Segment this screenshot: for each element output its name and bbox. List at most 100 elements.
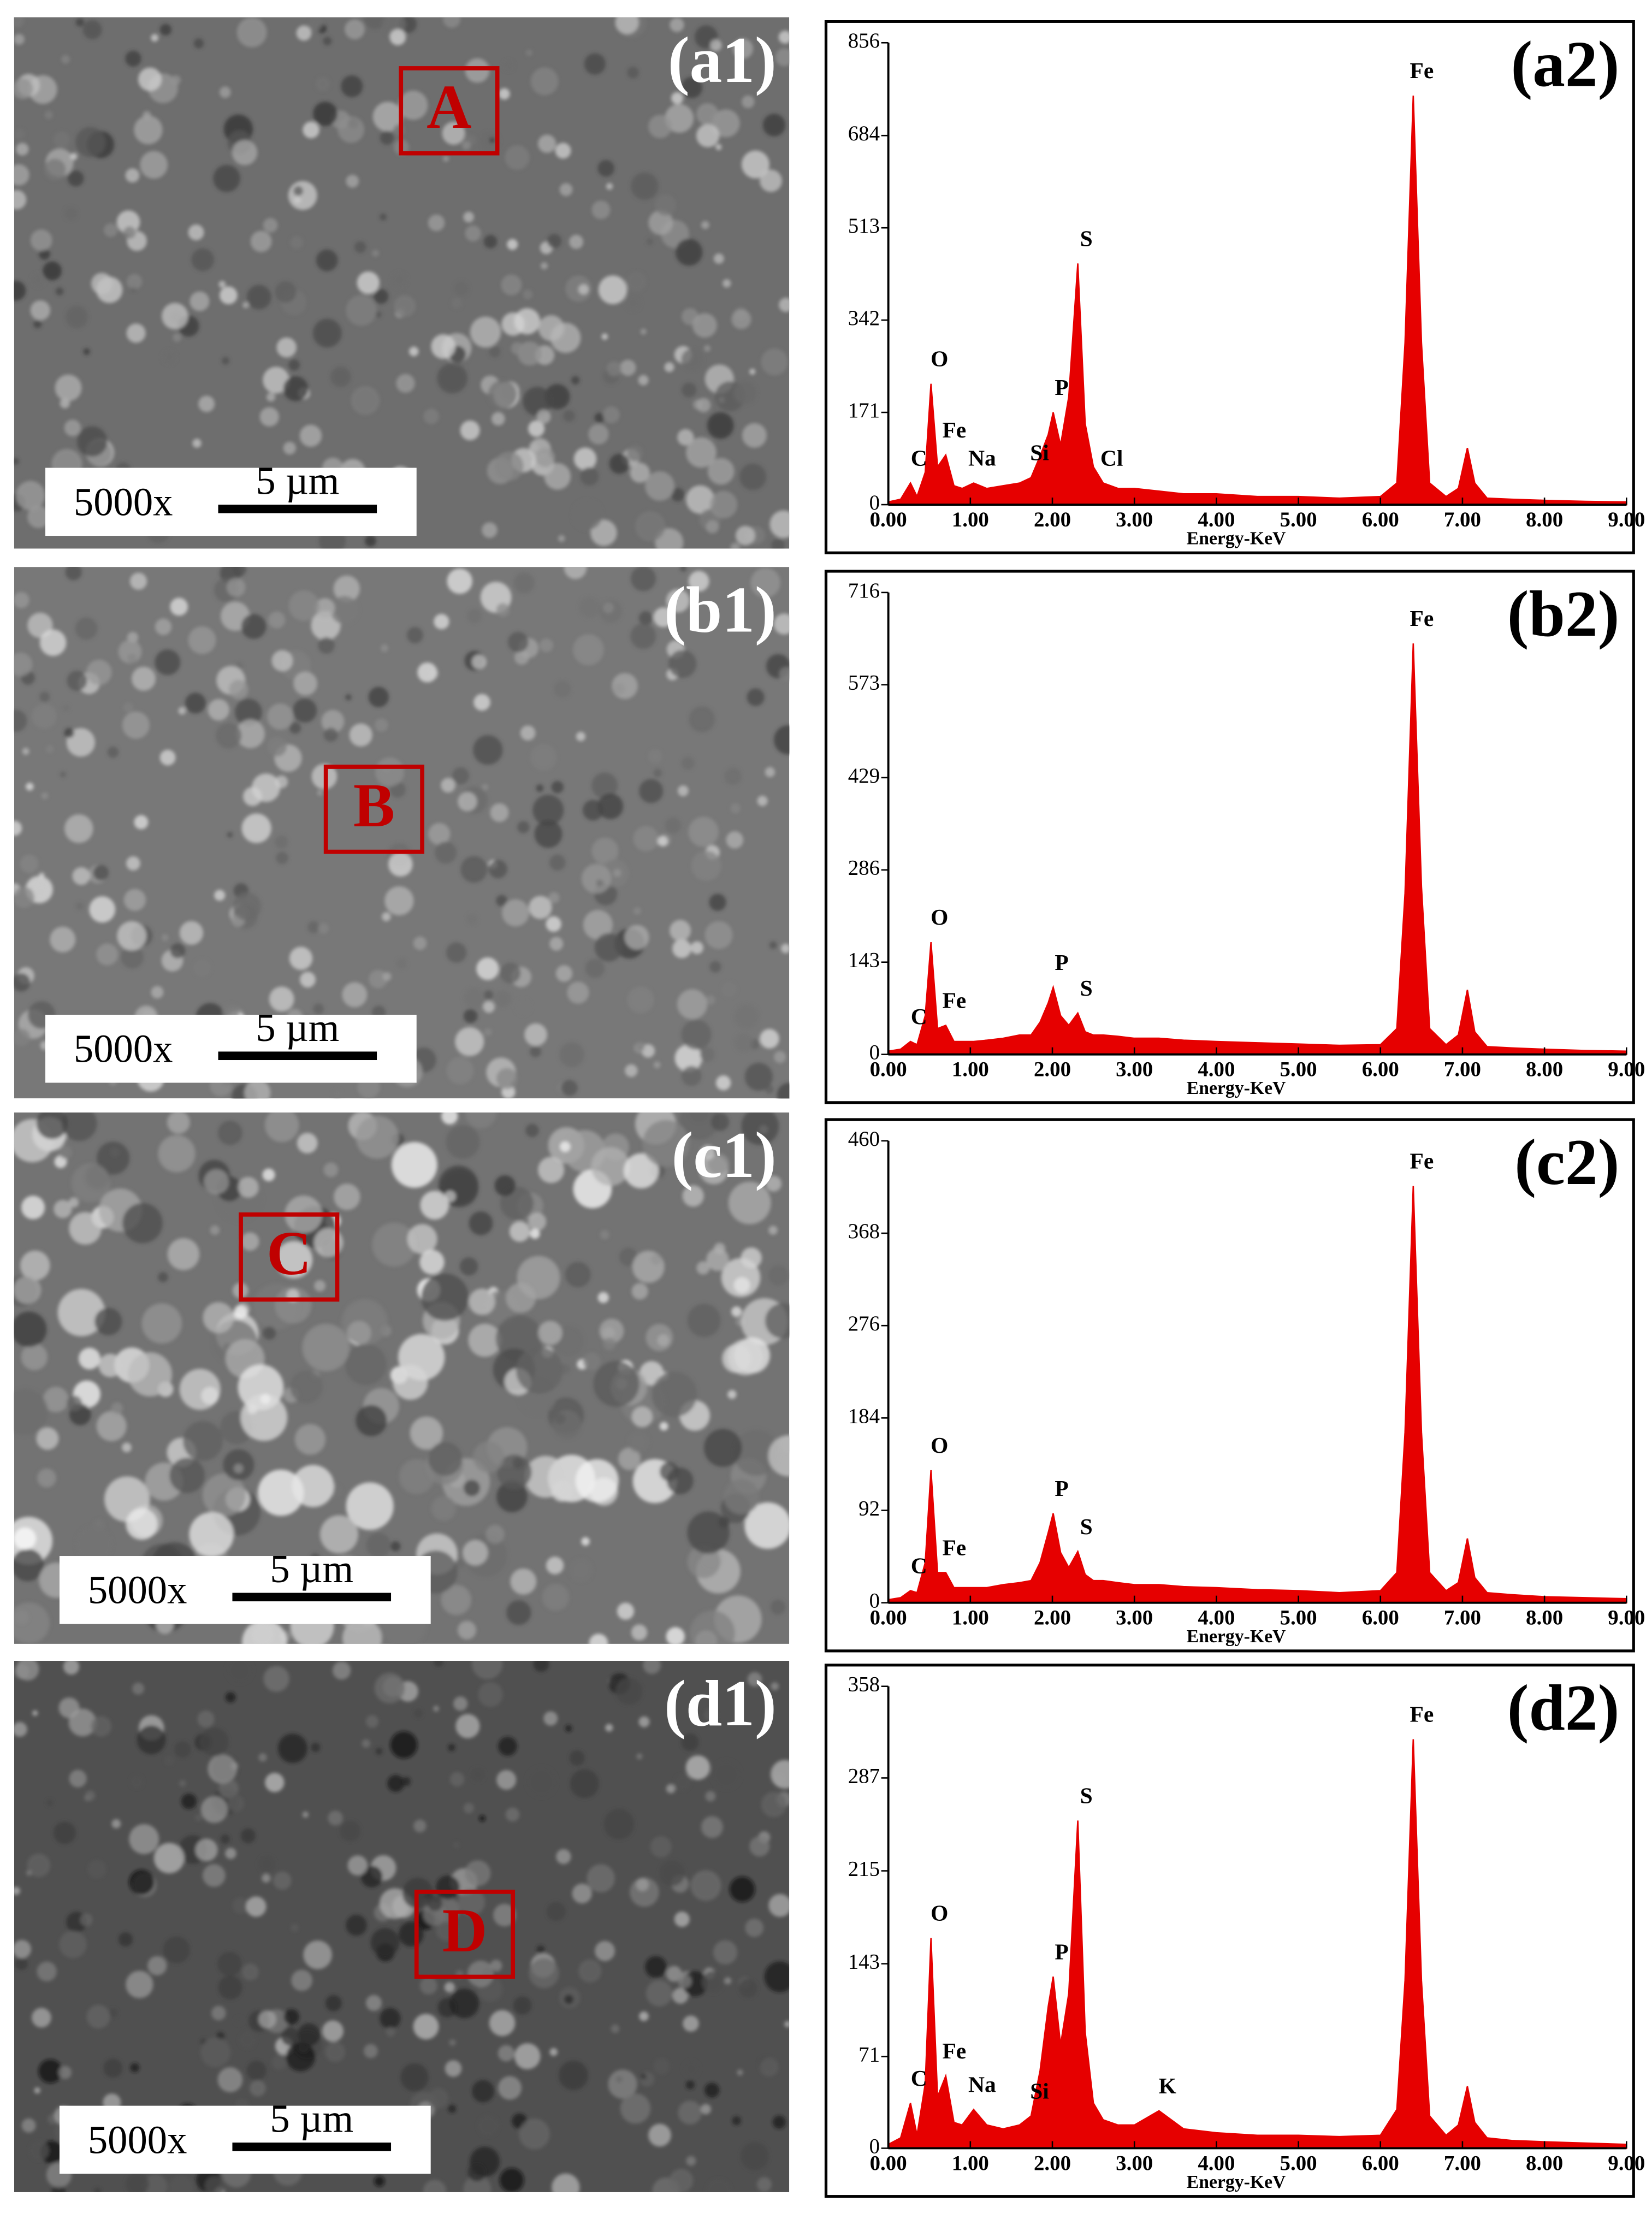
sem-grain: [400, 2063, 429, 2092]
sem-grain: [122, 711, 150, 739]
sem-grain: [391, 272, 407, 288]
sem-grain: [233, 892, 262, 921]
sem-grain: [591, 837, 619, 865]
sem-grain: [449, 2039, 456, 2046]
sem-grain: [666, 1467, 694, 1494]
sem-grain: [32, 2008, 51, 2028]
region-marker: [239, 1212, 340, 1302]
sem-grain: [524, 1023, 547, 1046]
sem-grain: [313, 1003, 324, 1015]
sem-grain: [670, 17, 684, 32]
sem-grain: [677, 429, 694, 446]
sem-grain: [558, 535, 565, 542]
sem-grain: [727, 1390, 737, 1399]
sem-grain: [597, 159, 615, 177]
sem-grain: [648, 2123, 671, 2147]
sem-grain: [537, 134, 556, 153]
sem-grain: [615, 1678, 643, 1705]
peak-label: C: [911, 2066, 927, 2091]
sem-grain: [692, 313, 717, 338]
sem-grain: [463, 1480, 480, 1496]
sem-grain: [587, 1864, 615, 1892]
sem-grain: [640, 328, 647, 335]
sem-grain: [125, 50, 141, 67]
sem-grain: [151, 986, 164, 999]
sem-grain: [701, 1816, 723, 1838]
sem-grain: [762, 114, 786, 137]
peak-label: Fe: [942, 417, 966, 442]
y-tick-label: 276: [848, 1312, 880, 1335]
sem-grain: [103, 223, 118, 237]
sem-grain: [334, 1183, 360, 1210]
sem-grain: [14, 1388, 49, 1435]
sem-grain: [294, 196, 301, 204]
sem-grain: [30, 300, 51, 321]
region-marker: [323, 765, 425, 854]
x-axis-label: Energy-KeV: [1187, 1626, 1286, 1647]
sem-grain: [565, 1725, 572, 1732]
sem-grain: [396, 958, 407, 969]
sem-grain: [683, 2015, 699, 2032]
sem-grain: [483, 235, 498, 248]
sem-grain: [380, 2008, 401, 2029]
x-axis-label: Energy-KeV: [1187, 529, 1286, 549]
sem-grain: [597, 1292, 609, 1303]
sem-grain: [219, 86, 231, 98]
sem-grain: [323, 1162, 339, 1177]
sem-grain: [591, 200, 611, 220]
sem-grain: [129, 572, 147, 590]
sem-grain: [200, 2037, 231, 2068]
eds-chart: 0 143 286 429 573 716 0.00 1.00 2.00 3.00 4.00 5.00…: [824, 570, 1645, 1104]
sem-grain: [613, 682, 625, 695]
sem-grain: [300, 972, 316, 988]
sem-grain: [151, 34, 159, 42]
sem-grain: [258, 1855, 276, 1873]
sem-grain: [75, 902, 84, 910]
peak-label: O: [931, 346, 948, 371]
sem-grain: [726, 831, 744, 849]
sem-grain: [627, 67, 639, 79]
sem-grain: [64, 419, 81, 436]
sem-grain: [631, 172, 659, 200]
sem-grain: [773, 725, 790, 755]
sem-grain: [14, 1602, 50, 1644]
sem-grain: [246, 285, 271, 310]
sem-grain: [565, 1262, 591, 1288]
sem-grain: [218, 1778, 239, 1798]
sem-grain: [497, 1454, 532, 1489]
sem-grain: [91, 1716, 112, 1737]
sem-grain: [80, 1913, 93, 1926]
sem-grain: [569, 1750, 585, 1766]
sem-grain: [181, 1793, 197, 1809]
sem-grain: [179, 921, 204, 945]
sem-grain: [164, 1756, 174, 1766]
sem-grain: [241, 1232, 259, 1251]
sem-grain: [709, 490, 738, 519]
sem-grain: [482, 784, 489, 791]
sem-grain: [302, 1323, 350, 1371]
sem-grain: [498, 2076, 522, 2100]
sem-grain: [380, 644, 389, 652]
sem-grain: [126, 1970, 153, 1998]
sem-grain: [675, 239, 703, 266]
y-tick-label: 429: [848, 764, 880, 788]
sem-grain: [707, 458, 735, 485]
sem-grain: [453, 1696, 468, 1711]
sem-grain: [292, 1465, 334, 1507]
sem-image: (a1) A 5000x 5 µm: [14, 17, 790, 549]
sem-grain: [554, 680, 571, 698]
sem-grain: [85, 1790, 96, 1801]
sem-grain: [668, 649, 697, 678]
x-tick-label: 3.00: [1116, 1606, 1153, 1630]
peak-label: Na: [968, 446, 996, 471]
sem-grain: [263, 218, 278, 233]
sem-grain: [687, 1304, 721, 1338]
sem-grain: [239, 2031, 256, 2049]
x-tick-label: 2.00: [1034, 1058, 1071, 1081]
sem-grain: [538, 315, 565, 341]
sem-grain: [269, 986, 294, 1012]
sem-grain: [579, 596, 601, 618]
sem-grain: [446, 1125, 480, 1159]
sem-grain: [681, 1019, 712, 1050]
sem-grain: [578, 284, 589, 295]
